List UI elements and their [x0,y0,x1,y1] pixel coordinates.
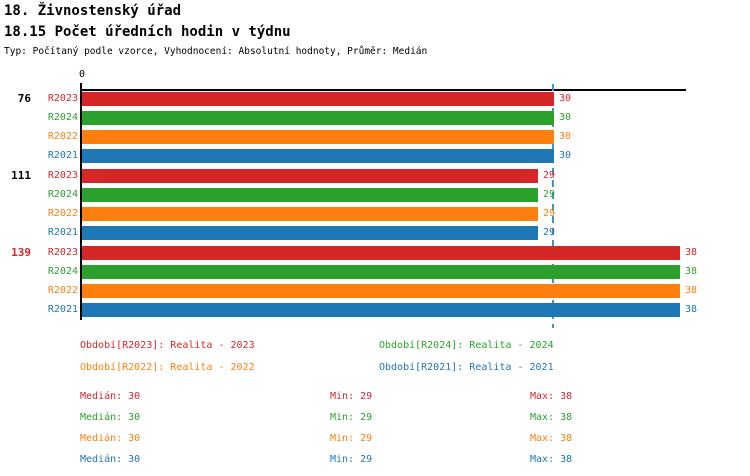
legend-item-R2022: Období[R2022]: Realita - 2022 [80,362,255,373]
page-title: 18. Živnostenský úřad [4,3,182,19]
bar-value-label: 29 [543,170,556,181]
stat-median: Medián: 30 [80,454,141,465]
stat-median: Medián: 30 [80,412,141,423]
stat-min: Min: 29 [330,412,373,423]
x-axis-line [80,89,686,91]
group-label: 76 [17,92,31,105]
bar-value-label: 30 [559,112,572,123]
group-label: 139 [11,246,31,259]
bar-value-label: 38 [685,247,698,258]
bar-R2021 [82,226,538,240]
series-label-R2024: R2024 [47,112,78,123]
bar-R2022 [82,130,554,144]
bar-R2022 [82,284,680,298]
bar-R2023 [82,246,680,260]
legend-item-R2023: Období[R2023]: Realita - 2023 [80,340,255,351]
bar-R2021 [82,303,680,317]
bar-value-label: 29 [543,208,556,219]
stat-max: Max: 38 [530,391,573,402]
series-label-R2022: R2022 [47,285,78,296]
bar-R2021 [82,149,554,163]
series-label-R2024: R2024 [47,266,78,277]
bar-value-label: 38 [685,285,698,296]
stat-max: Max: 38 [530,412,573,423]
x-axis-tick [80,83,82,89]
chart-meta-line: Typ: Počítaný podle vzorce, Vyhodnocení:… [4,46,428,57]
series-label-R2024: R2024 [47,189,78,200]
bar-value-label: 38 [685,266,698,277]
series-label-R2022: R2022 [47,208,78,219]
bar-value-label: 30 [559,150,572,161]
legend-item-R2024: Období[R2024]: Realita - 2024 [379,340,554,351]
bar-R2024 [82,111,554,125]
bar-R2023 [82,169,538,183]
series-label-R2023: R2023 [47,93,78,104]
stat-min: Min: 29 [330,433,373,444]
x-axis-zero-label: 0 [78,69,86,80]
bar-value-label: 29 [543,227,556,238]
stat-min: Min: 29 [330,391,373,402]
stat-max: Max: 38 [530,433,573,444]
stat-max: Max: 38 [530,454,573,465]
series-label-R2021: R2021 [47,150,78,161]
page-subtitle: 18.15 Počet úředních hodin v týdnu [4,24,291,40]
stat-min: Min: 29 [330,454,373,465]
bar-value-label: 30 [559,93,572,104]
series-label-R2021: R2021 [47,304,78,315]
bar-chart: 0 76 R2023 30 R2024 30 R2022 30 R2021 30 111 R2023… [11,69,698,328]
stat-median: Medián: 30 [80,391,141,402]
series-label-R2023: R2023 [47,170,78,181]
bar-value-label: 30 [559,131,572,142]
bar-R2023 [82,92,554,106]
bar-R2022 [82,207,538,221]
series-label-R2022: R2022 [47,131,78,142]
legend: Období[R2023]: Realita - 2023 Období[R202… [80,340,554,374]
legend-item-R2021: Období[R2021]: Realita - 2021 [379,362,554,373]
bar-value-label: 38 [685,304,698,315]
bar-R2024 [82,265,680,279]
y-axis-line [80,89,82,320]
group-label: 111 [11,169,31,182]
bar-value-label: 29 [543,189,556,200]
stat-median: Medián: 30 [80,433,141,444]
series-label-R2023: R2023 [47,247,78,258]
bar-R2024 [82,188,538,202]
median-line [552,84,554,328]
series-label-R2021: R2021 [47,227,78,238]
